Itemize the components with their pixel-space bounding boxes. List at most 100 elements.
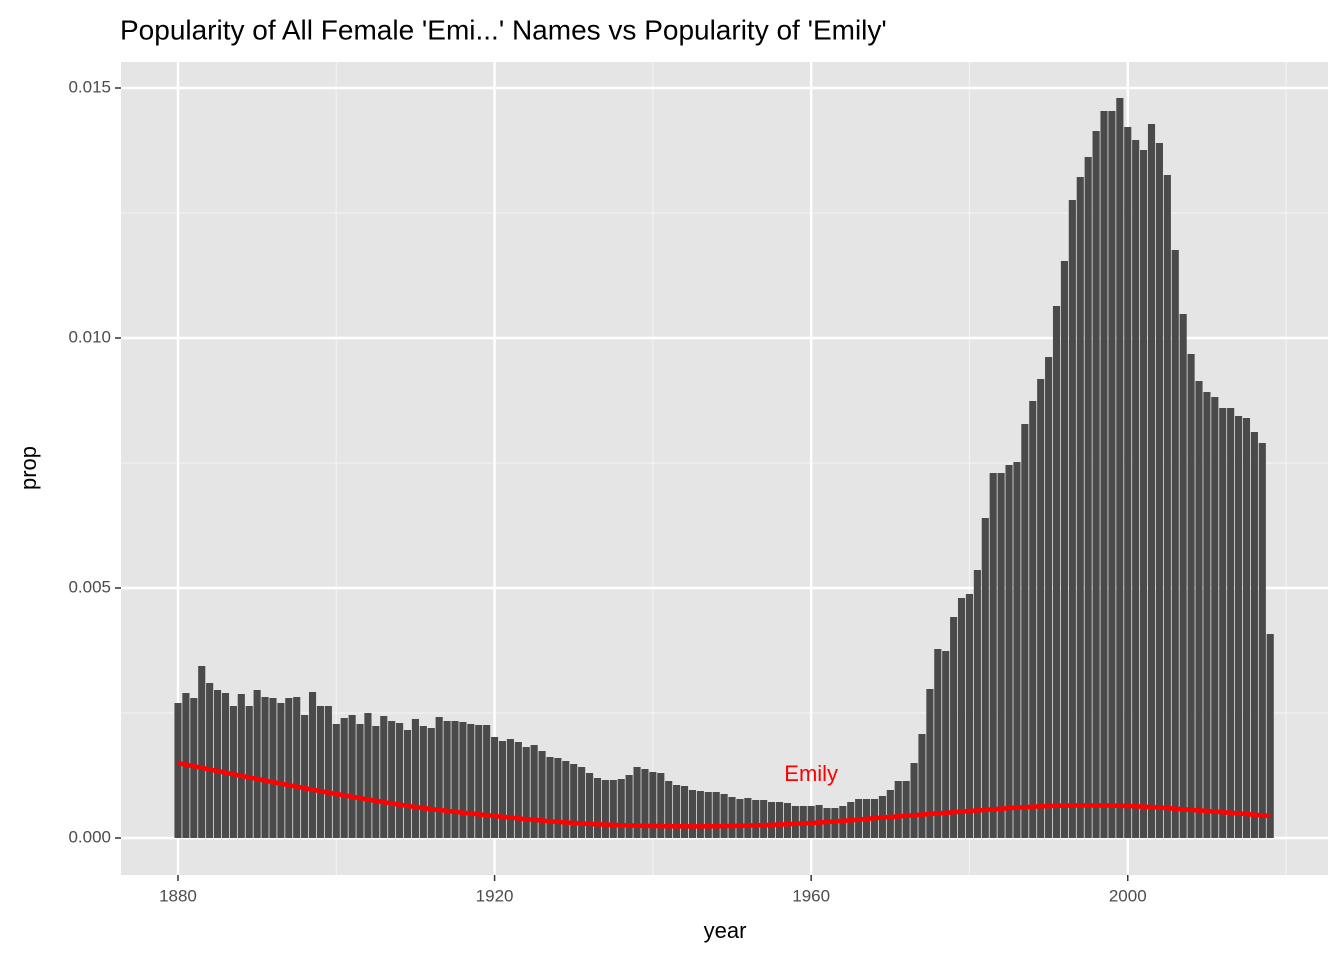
bar: [1013, 462, 1021, 838]
bar: [1140, 150, 1148, 838]
bar: [1242, 418, 1251, 838]
bar: [997, 473, 1005, 838]
bar: [411, 719, 419, 838]
chart-title: Popularity of All Female 'Emi...' Names …: [120, 14, 887, 45]
bar: [522, 747, 530, 838]
bar: [1179, 314, 1187, 838]
bar: [506, 739, 514, 838]
bar: [388, 721, 396, 838]
bar: [1258, 443, 1266, 838]
bar: [221, 693, 230, 838]
bar: [546, 757, 554, 838]
bar: [538, 751, 546, 838]
bar: [768, 802, 776, 838]
bar: [277, 703, 285, 838]
bar: [1068, 200, 1076, 838]
bar: [514, 742, 522, 838]
bar: [206, 683, 214, 838]
bar: [261, 697, 269, 838]
bar: [1092, 131, 1100, 838]
bar: [308, 692, 317, 838]
bar: [475, 725, 483, 838]
bar: [356, 724, 364, 838]
bar: [950, 617, 958, 838]
bar: [665, 781, 673, 838]
bar: [1219, 408, 1227, 838]
bar: [1005, 465, 1013, 838]
bar: [688, 790, 697, 838]
bar: [673, 785, 681, 838]
bar: [403, 730, 412, 838]
bar: [593, 778, 602, 838]
bar: [443, 721, 451, 838]
bar: [601, 780, 609, 838]
bar: [198, 666, 206, 838]
y-tick-label: 0.005: [68, 577, 111, 596]
bar: [641, 769, 649, 838]
bar: [1171, 250, 1179, 838]
bar: [1029, 401, 1037, 838]
bar: [1250, 432, 1258, 838]
bar: [301, 715, 309, 838]
bar: [498, 741, 507, 838]
bar: [245, 706, 253, 838]
bar: [269, 698, 277, 838]
bar: [554, 758, 562, 838]
annotation: Emily: [784, 761, 838, 786]
bar: [380, 716, 388, 838]
bar: [981, 518, 989, 838]
bar: [1124, 127, 1132, 838]
bar: [1211, 397, 1219, 838]
bar: [1116, 98, 1124, 838]
bar: [736, 799, 744, 838]
bar: [942, 651, 950, 838]
bar: [459, 722, 467, 838]
bar: [1147, 124, 1156, 838]
bar: [1045, 357, 1053, 838]
bar: [467, 724, 475, 838]
bar: [1187, 354, 1195, 838]
bar: [174, 703, 182, 838]
bar: [1155, 143, 1163, 838]
bar: [696, 791, 704, 838]
bar: [253, 690, 261, 838]
bar: [783, 803, 791, 838]
bar: [894, 781, 902, 838]
bar: [752, 800, 760, 838]
bar: [712, 792, 720, 838]
x-tick-label: 1880: [159, 886, 197, 905]
bar: [1108, 111, 1116, 838]
bar: [744, 798, 752, 838]
bar: [1266, 634, 1274, 838]
bar: [348, 715, 356, 838]
smooth-line: [177, 760, 1271, 829]
bar: [419, 726, 427, 838]
bar: [237, 694, 245, 838]
bar: [1235, 416, 1243, 838]
bar: [364, 713, 372, 838]
bar: [1195, 381, 1203, 838]
bar: [934, 649, 942, 838]
bar: [902, 781, 910, 838]
bar: [483, 725, 491, 838]
y-axis-title: prop: [16, 446, 41, 490]
bar: [910, 763, 918, 838]
bar: [340, 718, 348, 838]
bar: [332, 724, 340, 838]
bar: [680, 786, 689, 838]
bar: [728, 797, 736, 838]
bar: [617, 779, 625, 838]
x-tick-label: 1920: [476, 886, 514, 905]
bar: [372, 726, 380, 838]
bar: [1227, 408, 1235, 838]
bar: [704, 792, 712, 838]
bar: [1052, 306, 1061, 838]
bar: [562, 761, 570, 838]
bar: [886, 790, 894, 838]
y-tick-label: 0.015: [68, 77, 111, 96]
bar: [625, 775, 633, 838]
bar: [918, 734, 926, 838]
bar: [435, 717, 443, 838]
bar: [213, 690, 222, 838]
